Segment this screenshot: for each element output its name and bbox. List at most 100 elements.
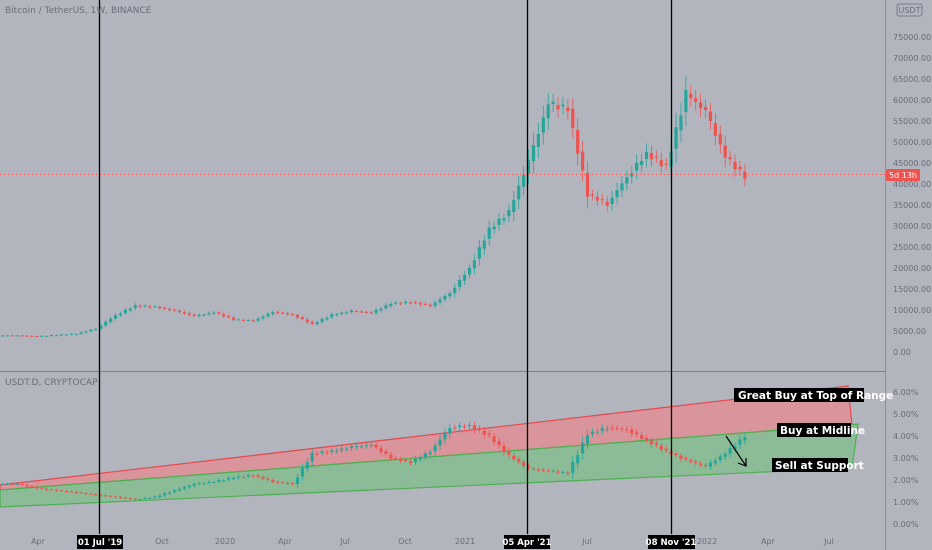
btc-candle-33 (163, 307, 167, 309)
ytick-top-5: 25000.00 (893, 243, 931, 252)
usdtd-candle-17 (84, 493, 88, 495)
btc-candle-96 (472, 260, 477, 269)
usdtd-candle-79 (389, 454, 393, 459)
xtick-10: Jul (823, 537, 834, 546)
usdtd-candle-23 (113, 496, 118, 498)
usdtd-candle-66 (325, 452, 329, 454)
usdtd-candle-0 (0, 483, 5, 485)
usdtd-candle-22 (109, 495, 113, 497)
usdtd-candle-59 (290, 483, 295, 485)
btc-candle-21 (104, 321, 108, 326)
top-price-axis[interactable]: 0.00 5000.00 10000.00 15000.00 20000.00 … (893, 33, 931, 357)
usdtd-candle-6 (30, 486, 34, 488)
btc-candle-7 (35, 336, 39, 338)
usdtd-candle-141 (694, 461, 698, 464)
btc-candle-37 (182, 312, 186, 314)
usdtd-candle-34 (168, 492, 172, 494)
btc-candle-97 (477, 246, 481, 259)
usdtd-candle-45 (222, 480, 226, 482)
btc-candle-19 (94, 328, 98, 330)
usdtd-candle-62 (305, 462, 309, 469)
usdtd-candle-95 (467, 424, 472, 426)
btc-candle-100 (492, 226, 496, 230)
usdtd-candle-49 (241, 476, 245, 478)
top-pane-title: Bitcoin / TetherUS, 1W, BINANCE (5, 6, 152, 16)
usdtd-candle-43 (212, 482, 216, 484)
btc-candle-101 (497, 218, 501, 225)
usdtd-candle-70 (345, 448, 349, 450)
btc-candle-137 (674, 127, 678, 149)
btc-candle-130 (640, 160, 644, 165)
usdtd-candle-83 (408, 461, 413, 464)
btc-candle-90 (443, 295, 447, 300)
usdtd-candle-36 (177, 488, 182, 491)
btc-candle-116 (571, 108, 575, 128)
down-arrow-drawing[interactable] (725, 435, 747, 467)
btc-candle-35 (172, 309, 177, 311)
usdtd-candle-124 (610, 427, 614, 429)
btc-candle-26 (128, 308, 132, 311)
btc-candle-61 (300, 317, 304, 320)
btc-candle-32 (158, 306, 162, 309)
btc-candle-94 (463, 275, 467, 281)
btc-candle-55 (271, 312, 275, 315)
btc-candle-22 (109, 318, 113, 323)
btc-candle-71 (349, 310, 354, 313)
xtick-1: Oct (155, 537, 169, 546)
usdtd-candle-8 (40, 488, 44, 490)
btc-candle-109 (536, 133, 540, 147)
btc-candle-140 (689, 93, 693, 99)
btc-candle-11 (54, 335, 59, 337)
btc-candle-104 (512, 199, 516, 212)
xtick-6: 2021 (455, 537, 475, 546)
currency-badge-label: USDT (899, 6, 921, 15)
btc-candle-125 (615, 190, 619, 198)
usdtd-candle-13 (64, 491, 68, 493)
btc-candle-131 (644, 151, 649, 160)
annotation-top-bg[interactable] (734, 388, 864, 402)
btc-candle-84 (413, 302, 418, 304)
ytick-bottom-5: 5.00% (893, 410, 919, 419)
btc-candle-5 (25, 335, 29, 337)
xtick-2: 2020 (215, 537, 235, 546)
btc-candle-12 (59, 334, 64, 336)
usdtd-candle-88 (433, 445, 437, 452)
btc-candle-107 (526, 159, 531, 174)
btc-candle-138 (679, 115, 683, 131)
usdtd-candle-110 (541, 469, 545, 471)
btc-candle-6 (30, 335, 34, 337)
support-range-fill[interactable] (0, 423, 859, 508)
btc-candle-143 (703, 107, 708, 110)
time-axis[interactable]: Apr Oct 2020 Apr Jul Oct 2021 Jul 2022 A… (31, 537, 834, 546)
bottom-percent-axis[interactable]: 0.00% 1.00% 2.00% 3.00% 4.00% 5.00% 6.00… (893, 388, 919, 529)
usdtd-candle-126 (620, 428, 624, 430)
btc-candle-45 (222, 314, 226, 317)
btc-candle-102 (502, 218, 506, 221)
btc-candle-112 (551, 101, 555, 105)
btc-candle-40 (197, 314, 201, 317)
usdtd-candle-82 (404, 460, 408, 462)
usdtd-candle-137 (674, 453, 678, 456)
btc-candle-13 (64, 334, 68, 336)
vline-label-2: 08 Nov '21 (646, 538, 697, 548)
currency-badge[interactable] (896, 3, 923, 17)
usdtd-candle-117 (576, 454, 580, 464)
btc-candle-147 (723, 145, 727, 158)
usdtd-candle-21 (104, 495, 108, 497)
btc-candle-16 (79, 332, 83, 334)
btc-candle-27 (133, 305, 137, 309)
usdtd-candle-87 (428, 452, 432, 455)
usdtd-candle-129 (635, 432, 639, 435)
usdtd-candle-68 (335, 450, 339, 452)
btc-candle-92 (453, 287, 457, 294)
vline-label-0: 01 Jul '19 (78, 538, 122, 548)
annotation-support-bg[interactable] (772, 458, 848, 472)
annotation-mid-bg[interactable] (777, 423, 851, 437)
usdtd-candle-113 (556, 471, 560, 473)
usdtd-candle-84 (413, 458, 418, 463)
usdtd-candle-26 (128, 498, 132, 500)
btc-candle-127 (625, 177, 629, 184)
btc-candle-73 (359, 311, 363, 313)
usdtd-candle-86 (423, 453, 427, 457)
